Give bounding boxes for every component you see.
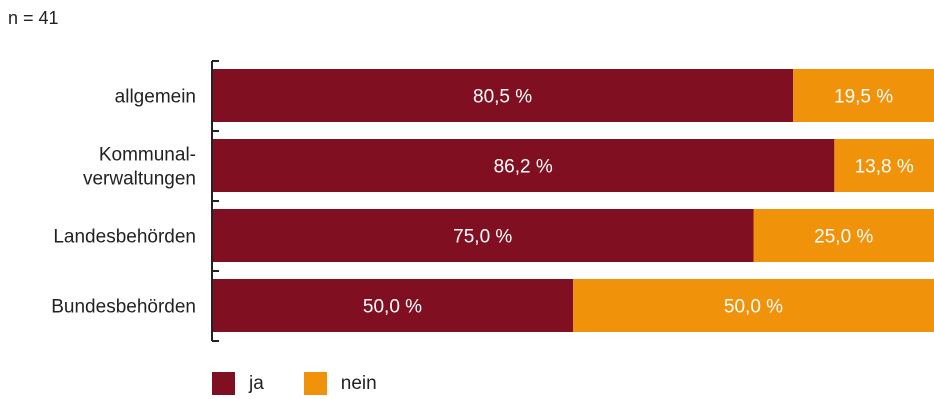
bar-nein-3 [573, 279, 934, 332]
legend-swatch-ja [212, 372, 235, 395]
bar-nein-1 [834, 139, 934, 192]
legend-item-nein: nein [303, 372, 377, 395]
legend-label-nein: nein [340, 372, 377, 394]
data-label-nein-0: 19,5 % [834, 87, 893, 108]
bar-nein-2 [753, 209, 934, 262]
bar-ja-2 [212, 209, 754, 262]
bar-ja-0 [212, 69, 794, 122]
data-label-ja-2: 75,0 % [453, 227, 512, 248]
data-label-nein-3: 50,0 % [724, 297, 783, 318]
category-label-0-0: allgemein [115, 87, 196, 108]
legend-item-ja: ja [212, 372, 264, 395]
data-label-ja-1: 86,2 % [494, 157, 553, 178]
category-label-2-0: Landesbehörden [53, 227, 196, 248]
bar-ja-3 [212, 279, 573, 332]
category-label-1-1: verwaltungen [83, 169, 196, 190]
category-label-1-0: Kommunal- [99, 145, 196, 166]
category-label-3-0: Bundesbehörden [51, 297, 196, 318]
data-label-nein-2: 25,0 % [814, 227, 873, 248]
legend-label-ja: ja [249, 372, 264, 394]
bar-nein-0 [793, 69, 934, 122]
data-label-ja-3: 50,0 % [363, 297, 422, 318]
bar-ja-1 [212, 139, 835, 192]
legend-swatch-nein [303, 372, 327, 395]
sample-size-note: n = 41 [8, 8, 59, 28]
data-label-ja-0: 80,5 % [473, 87, 532, 108]
data-label-nein-1: 13,8 % [855, 157, 914, 178]
legend: ja nein [212, 372, 417, 395]
